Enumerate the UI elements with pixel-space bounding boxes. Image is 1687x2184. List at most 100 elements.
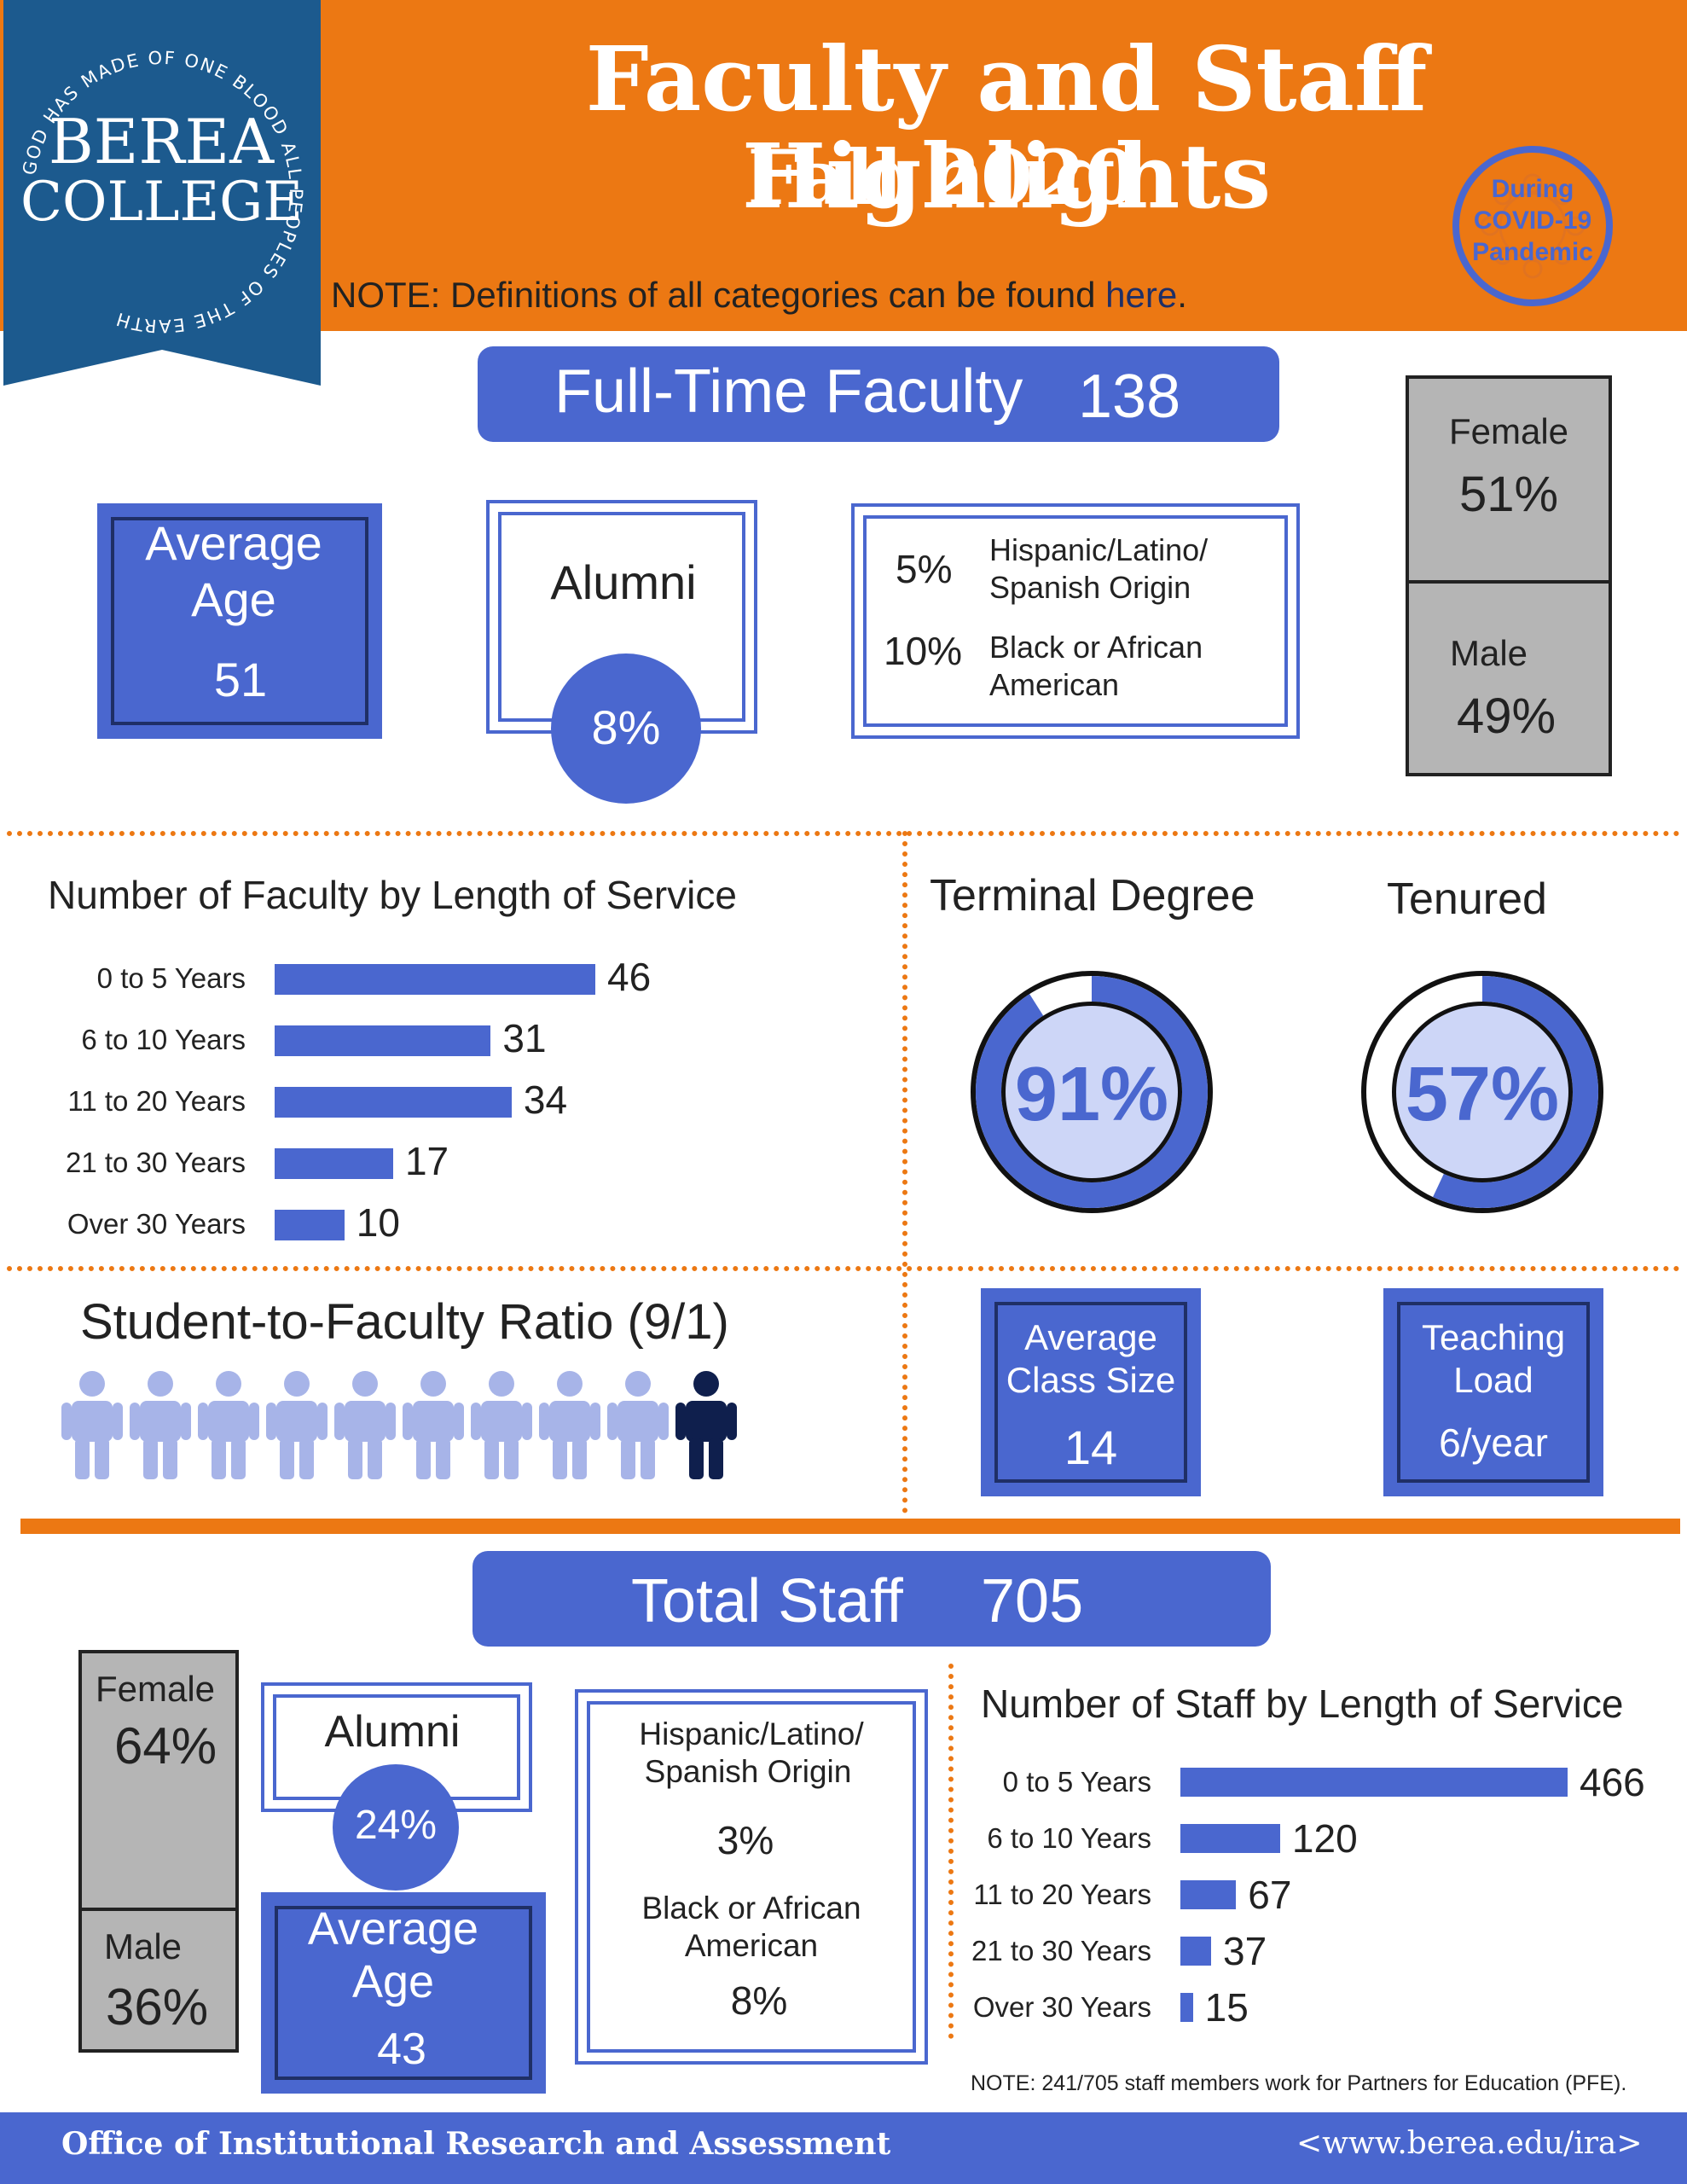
bar-value-label: 46 (607, 955, 652, 999)
student-person-icon (537, 1370, 602, 1484)
page-subtitle: Fall 2020 (747, 133, 1138, 222)
bar-category-label: 0 to 5 Years (1002, 1766, 1151, 1798)
divider-h2 (7, 1266, 1680, 1271)
staff-alumni-circle (333, 1764, 459, 1891)
staff-male-box (78, 1908, 239, 2053)
staff-eth2-value: 8% (730, 1978, 788, 2023)
bar (1180, 1768, 1568, 1797)
staff-avg-age-card (261, 1892, 546, 2094)
staff-banner-label: Total Staff (631, 1567, 903, 1635)
faculty-female-box (1406, 375, 1612, 584)
definitions-note: NOTE: Definitions of all categories can … (331, 275, 1187, 316)
bar (1180, 1937, 1212, 1966)
covid-badge-line2: COVID-19 (1473, 206, 1592, 235)
student-person-icon (606, 1370, 670, 1484)
bar-value-label: 17 (404, 1139, 449, 1183)
staff-banner (472, 1551, 1271, 1647)
faculty-eth1-value: 5% (896, 547, 953, 591)
bar-value-label: 37 (1223, 1929, 1267, 1973)
faculty-alumni-value: 8% (591, 700, 661, 754)
bar-category-label: 21 to 30 Years (971, 1935, 1151, 1966)
bar-category-label: Over 30 Years (67, 1208, 246, 1240)
student-person-icon (333, 1370, 397, 1484)
faculty-avg-age-card (97, 503, 382, 739)
staff-avg-age-value: 43 (377, 2024, 426, 2074)
faculty-eth1-label-2: Spanish Origin (989, 570, 1191, 605)
faculty-alumni-label: Alumni (550, 555, 697, 609)
bar-value-label: 10 (356, 1200, 400, 1245)
faculty-service-chart-title: Number of Faculty by Length of Service (48, 873, 737, 917)
bar-value-label: 15 (1204, 1985, 1249, 2030)
faculty-male-value: 49% (1457, 688, 1557, 744)
bar-value-label: 466 (1580, 1760, 1645, 1804)
divider-v1 (902, 831, 907, 1513)
ratio-people-row (60, 1370, 759, 1483)
page-title: Faculty and Staff Highlights (585, 26, 1428, 229)
bar (275, 1025, 491, 1056)
staff-avg-age-label-2: Age (351, 1956, 435, 2007)
bar (1180, 1993, 1193, 2022)
student-person-icon (469, 1370, 534, 1484)
staff-alumni-value: 24% (354, 1803, 438, 1848)
teaching-load-label-1: Teaching (1421, 1317, 1566, 1357)
bar-category-label: 11 to 20 Years (67, 1085, 246, 1117)
bar-category-label: Over 30 Years (972, 1991, 1151, 2023)
faculty-banner-value: 138 (1078, 363, 1181, 431)
footer-bar (0, 2112, 1687, 2184)
faculty-avg-age-label-1: Average (145, 516, 322, 570)
bar (1180, 1880, 1237, 1909)
ratio-title: Student-to-Faculty Ratio (9/1) (80, 1294, 729, 1350)
bar-category-label: 21 to 30 Years (65, 1147, 246, 1178)
bar (275, 964, 595, 995)
bar (275, 1148, 393, 1179)
faculty-alumni-circle (551, 653, 701, 804)
faculty-eth2-label-1: Black or African (989, 630, 1203, 665)
class-size-label-1: Average (1024, 1317, 1157, 1357)
faculty-banner (478, 346, 1279, 442)
bar (275, 1210, 345, 1240)
staff-eth1-value: 3% (716, 1818, 774, 1862)
footer-url[interactable]: <www.berea.edu/ira> (1296, 2126, 1643, 2161)
student-person-icon (196, 1370, 261, 1484)
staff-service-chart-title: Number of Staff by Length of Service (981, 1682, 1624, 1726)
covid-badge-line1: During (1491, 175, 1574, 203)
bar-value-label: 34 (523, 1077, 568, 1122)
student-person-icon (128, 1370, 193, 1484)
faculty-banner-label: Full-Time Faculty (554, 357, 1023, 426)
staff-female-label: Female (95, 1669, 216, 1709)
staff-banner-value: 705 (981, 1567, 1084, 1635)
staff-male-label: Male (104, 1926, 183, 1966)
staff-pfe-note: NOTE: 241/705 staff members work for Par… (971, 2071, 1627, 2095)
teaching-load-label-2: Load (1453, 1360, 1533, 1400)
faculty-male-box (1406, 580, 1612, 776)
faculty-female-value: 51% (1458, 467, 1559, 522)
terminal-degree-title: Terminal Degree (930, 871, 1255, 921)
staff-eth2-label-1: Black or African (641, 1891, 861, 1926)
footer-office: Office of Institutional Research and Ass… (61, 2126, 891, 2162)
note-prefix: NOTE: Definitions of all categories can … (331, 275, 1106, 315)
class-size-label-2: Class Size (1006, 1360, 1176, 1400)
class-size-card (981, 1288, 1201, 1496)
bar-value-label: 120 (1291, 1816, 1358, 1861)
faculty-service-chart: 0 to 5 Years 46 6 to 10 Years 31 11 to 20 Ye… (0, 947, 853, 1254)
bar-category-label: 0 to 5 Years (96, 962, 246, 994)
covid-badge (1450, 143, 1615, 309)
tenured-value: 57% (1405, 1052, 1560, 1137)
class-size-value: 14 (1064, 1420, 1118, 1474)
faculty-avg-age-label-2: Age (191, 572, 276, 626)
section-rule (20, 1519, 1680, 1534)
staff-male-value: 36% (106, 1978, 209, 2036)
definitions-link[interactable]: here (1105, 275, 1178, 315)
faculty-avg-age-value: 51 (213, 653, 268, 706)
staff-alumni-label: Alumni (324, 1707, 461, 1757)
student-person-icon (401, 1370, 466, 1484)
teaching-load-card (1383, 1288, 1603, 1496)
logo-ring-text: GOD HAS MADE OF ONE BLOOD ALL PEOPLES OF… (3, 0, 321, 386)
faculty-eth1-label-1: Hispanic/Latino/ (989, 532, 1209, 567)
bar-category-label: 6 to 10 Years (81, 1024, 246, 1055)
tenured-title: Tenured (1387, 874, 1547, 924)
teaching-load-value: 6/year (1439, 1420, 1548, 1465)
covid-badge-line3: Pandemic (1472, 238, 1593, 266)
faculty-person-icon (674, 1370, 739, 1484)
logo-ribbon (3, 0, 321, 386)
